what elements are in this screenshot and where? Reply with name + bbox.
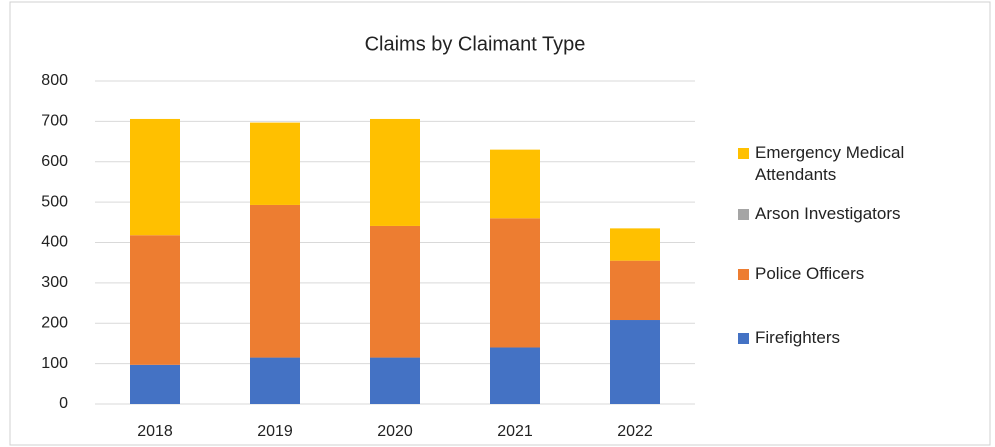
y-tick-label: 200 bbox=[41, 314, 68, 331]
y-tick-label: 800 bbox=[41, 72, 68, 89]
y-tick-label: 100 bbox=[41, 355, 68, 372]
bar-segment bbox=[250, 357, 300, 404]
bar-segment bbox=[370, 357, 420, 404]
bar-segment bbox=[490, 218, 540, 348]
y-tick-label: 700 bbox=[41, 113, 68, 130]
legend-label: Firefighters bbox=[755, 328, 841, 347]
legend-label: Police Officers bbox=[755, 264, 865, 283]
bar-segment bbox=[130, 118, 180, 236]
bar-segment bbox=[370, 118, 420, 226]
y-tick-label: 400 bbox=[41, 234, 68, 251]
legend-swatch bbox=[738, 209, 749, 220]
legend-item: Arson Investigators bbox=[738, 203, 988, 225]
bar-segment bbox=[490, 149, 540, 219]
y-tick-label: 500 bbox=[41, 193, 68, 210]
x-tick-label: 2020 bbox=[377, 423, 413, 440]
bar-segment bbox=[490, 347, 540, 404]
legend-item: Emergency Medical Attendants bbox=[738, 142, 988, 186]
legend-swatch bbox=[738, 333, 749, 344]
bar-segment bbox=[610, 320, 660, 404]
x-tick-label: 2022 bbox=[617, 423, 653, 440]
x-tick-label: 2019 bbox=[257, 423, 293, 440]
y-tick-label: 0 bbox=[59, 395, 68, 412]
legend-swatch bbox=[738, 269, 749, 280]
legend-item: Firefighters bbox=[738, 327, 988, 349]
bar-segment bbox=[610, 228, 660, 261]
legend-label: Emergency Medical Attendants bbox=[755, 143, 905, 184]
bar-segment bbox=[370, 225, 420, 358]
x-tick-label: 2021 bbox=[497, 423, 533, 440]
bar-segment bbox=[130, 364, 180, 404]
bar-segment bbox=[130, 235, 180, 365]
bar-segment bbox=[250, 122, 300, 205]
legend-swatch bbox=[738, 148, 749, 159]
x-tick-label: 2018 bbox=[137, 423, 173, 440]
y-tick-label: 300 bbox=[41, 274, 68, 291]
bar-segment bbox=[250, 204, 300, 358]
legend-item: Police Officers bbox=[738, 263, 988, 285]
y-tick-label: 600 bbox=[41, 153, 68, 170]
bar-segment bbox=[610, 260, 660, 321]
legend-label: Arson Investigators bbox=[755, 204, 901, 223]
chart-title: Claims by Claimant Type bbox=[365, 33, 586, 55]
